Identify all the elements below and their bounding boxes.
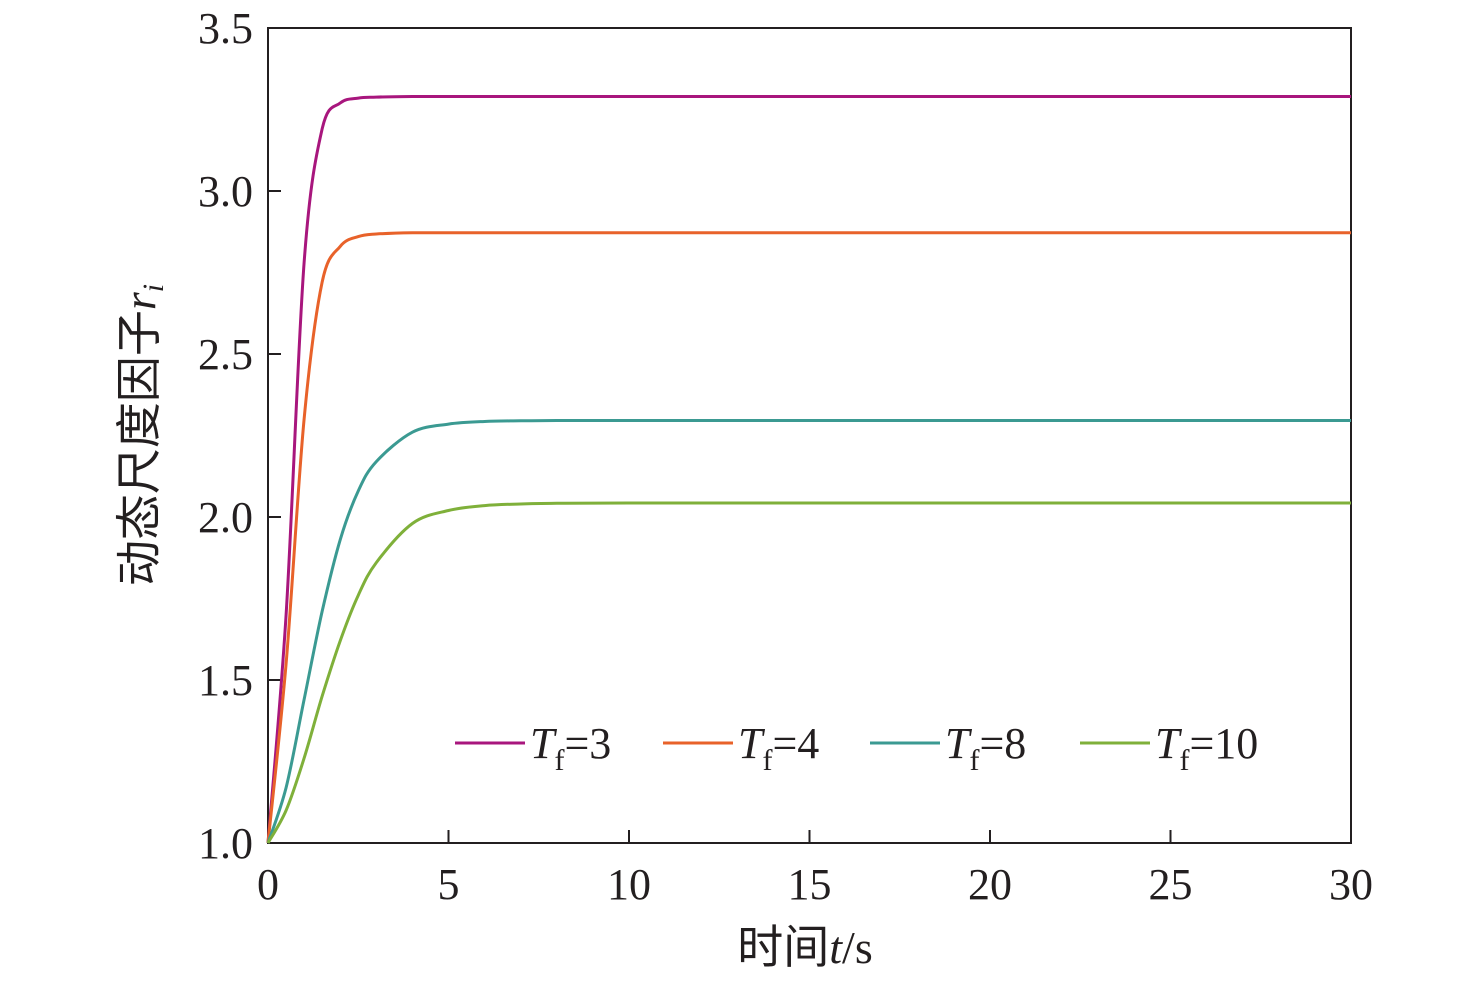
y-tick-label: 3.0 — [198, 167, 253, 216]
legend-item: Tf=4 — [663, 719, 819, 777]
legend-label: Tf=3 — [530, 719, 611, 777]
x-tick-label: 15 — [788, 860, 832, 909]
y-tick-label: 1.0 — [198, 819, 253, 868]
series-line — [266, 94, 1351, 844]
x-tick-label: 30 — [1329, 860, 1373, 909]
x-tick-label: 5 — [438, 860, 460, 909]
legend-label: Tf=8 — [945, 719, 1026, 777]
legend: Tf=3 Tf=4 Tf=8 Tf=10 — [455, 719, 1258, 777]
legend-item: Tf=10 — [1080, 719, 1258, 777]
y-tick-label: 2.0 — [198, 493, 253, 542]
x-tick-label: 25 — [1149, 860, 1193, 909]
legend-label: Tf=4 — [738, 719, 819, 777]
x-tick-label: 20 — [968, 860, 1012, 909]
y-tick-label: 3.5 — [198, 4, 253, 53]
legend-item: Tf=3 — [455, 719, 611, 777]
series-line — [266, 501, 1351, 844]
legend-label: Tf=10 — [1155, 719, 1258, 777]
x-axis-title: 时间t/s — [737, 922, 872, 973]
y-tick-label: 2.5 — [198, 330, 253, 379]
x-tick-label: 10 — [607, 860, 651, 909]
series-line — [266, 418, 1351, 844]
axis-ticks: 0 5 10 15 20 25 30 1.0 1.5 2.0 2.5 3.0 3.5 — [198, 4, 1373, 909]
x-tick-label: 0 — [257, 860, 279, 909]
legend-item: Tf=8 — [870, 719, 1026, 777]
y-tick-label: 1.5 — [198, 656, 253, 705]
y-axis-title: 动态尺度因子ri — [114, 284, 170, 586]
series-lines — [266, 94, 1351, 844]
series-line — [266, 231, 1351, 844]
